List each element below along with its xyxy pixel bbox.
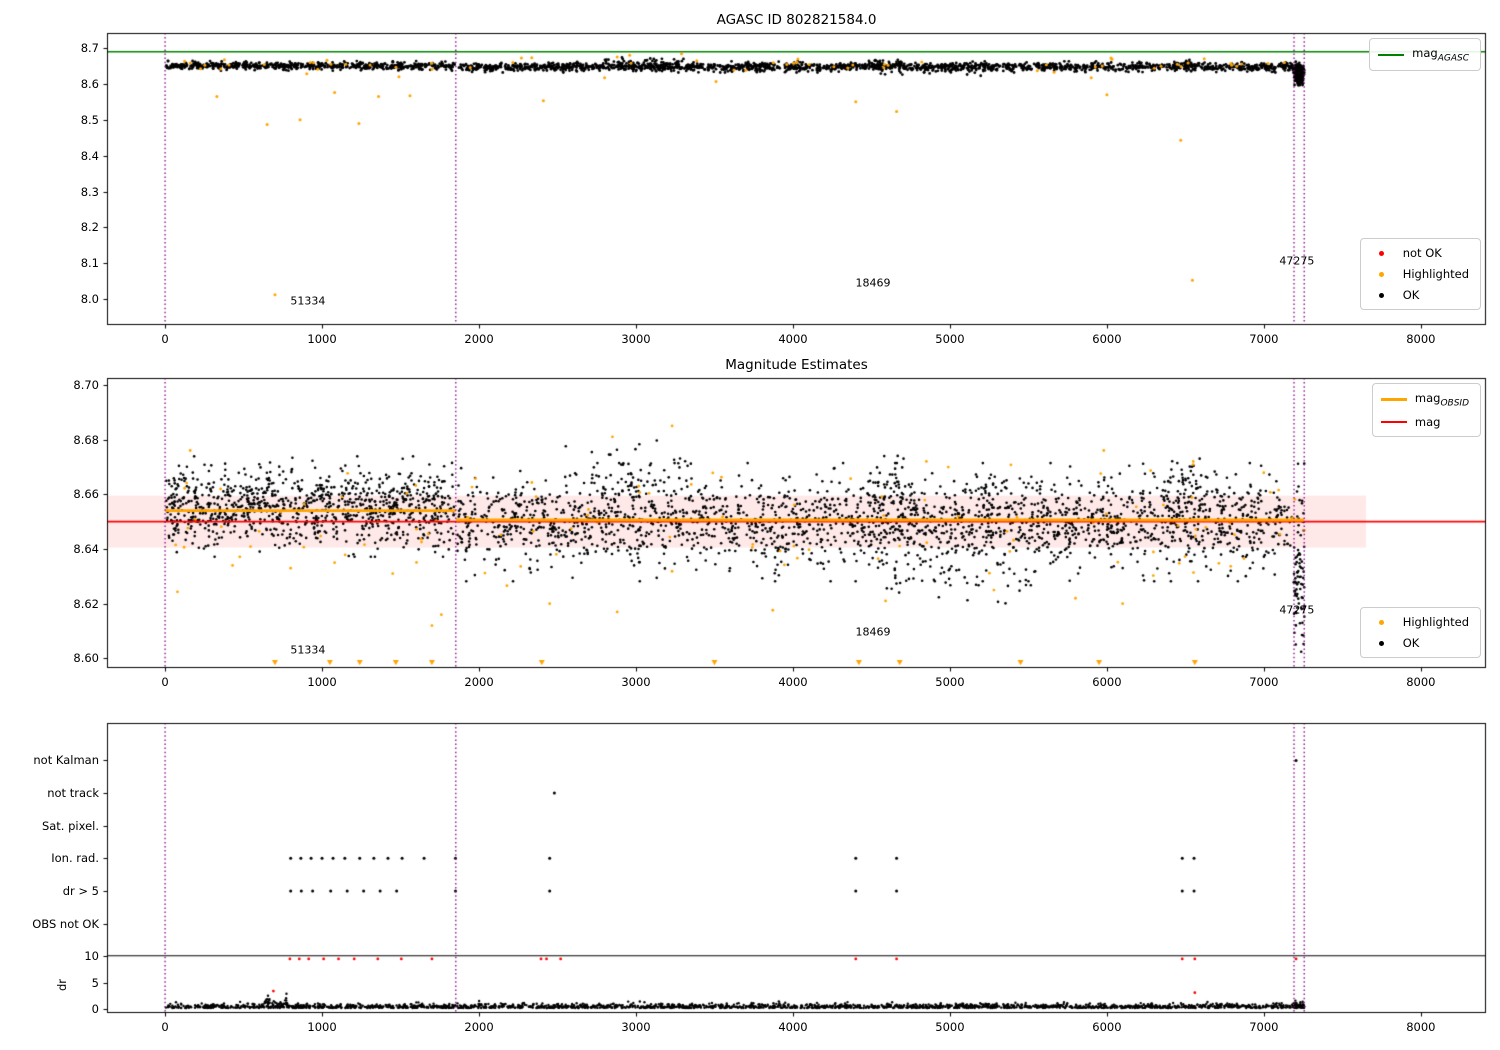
legend-handle: [1369, 640, 1395, 646]
legend-label: mag: [1414, 415, 1441, 430]
obsid-annotation: 47275: [1279, 254, 1315, 268]
y-tick-label: 8.4: [80, 148, 99, 163]
x-tick-label: 6000: [1092, 332, 1122, 346]
legend-handle: [1369, 250, 1395, 256]
y-tick-label: not track: [47, 786, 99, 801]
x-tick-label: 7000: [1249, 1020, 1279, 1034]
x-tick-label: 4000: [778, 675, 808, 689]
legend-handle: [1369, 271, 1395, 277]
y-tick-label: dr > 5: [62, 884, 99, 898]
legend-entry-ok: OK: [1369, 636, 1469, 650]
obsid-annotation: 18469: [855, 625, 891, 639]
y-tick-label: OBS not OK: [32, 916, 99, 931]
black-dot-marker-icon: [1379, 292, 1385, 298]
y-tick-label: 8.1: [80, 256, 99, 271]
legend-label: not OK: [1402, 246, 1442, 260]
legend-label: magOBSID: [1414, 391, 1469, 409]
legend-entry-ok: OK: [1369, 288, 1469, 302]
obsid-annotation: 47275: [1279, 603, 1315, 617]
legend-label: OK: [1402, 288, 1420, 302]
y-tick-label: 8.60: [73, 651, 99, 666]
y-tick-label: not Kalman: [33, 753, 99, 768]
legend-entry-highlighted: Highlighted: [1369, 267, 1469, 281]
y-tick-label: 8.6: [80, 76, 99, 91]
legend-label: Highlighted: [1402, 615, 1469, 629]
x-tick-label: 0: [161, 675, 169, 689]
plot1-title: AGASC ID 802821584.0: [716, 12, 877, 28]
x-tick-label: 3000: [621, 332, 651, 346]
plot3-y-axis-label: dr: [55, 978, 70, 992]
y-tick-label: 8.7: [80, 41, 99, 56]
obsid-annotation: 18469: [855, 276, 891, 290]
orange-dot-marker-icon: [1379, 619, 1385, 625]
x-tick-label: 5000: [935, 332, 965, 346]
orange-line-marker-icon: [1380, 398, 1407, 402]
y-tick-label: 10: [84, 948, 99, 963]
x-tick-label: 3000: [621, 675, 651, 689]
y-tick-label: 8.64: [73, 541, 99, 556]
y-tick-label: 8.2: [80, 220, 99, 235]
legend-entry-highlighted: Highlighted: [1369, 615, 1469, 629]
x-tick-label: 1000: [307, 332, 337, 346]
y-tick-label: 8.68: [73, 432, 99, 447]
red-line-marker-icon: [1380, 421, 1407, 424]
legend-point-classes-plot2: Highlighted OK: [1359, 607, 1481, 658]
x-tick-label: 8000: [1406, 675, 1436, 689]
plot2-title: Magnitude Estimates: [725, 357, 868, 373]
legend-handle: [1380, 421, 1407, 424]
x-tick-label: 4000: [778, 1020, 808, 1034]
legend-handle: [1380, 398, 1407, 402]
x-tick-label: 1000: [307, 1020, 337, 1034]
x-tick-label: 8000: [1406, 1020, 1436, 1034]
x-tick-label: 7000: [1249, 675, 1279, 689]
x-tick-label: 1000: [307, 675, 337, 689]
y-tick-label: 8.3: [80, 184, 99, 199]
x-tick-label: 8000: [1406, 332, 1436, 346]
x-tick-label: 2000: [464, 1020, 494, 1034]
legend-handle: [1369, 619, 1395, 625]
legend-label: magAGASC: [1412, 46, 1469, 64]
x-tick-label: 2000: [464, 675, 494, 689]
x-tick-label: 2000: [464, 332, 494, 346]
y-tick-label: Ion. rad.: [51, 851, 99, 866]
x-tick-label: 3000: [621, 1020, 651, 1034]
black-dot-marker-icon: [1379, 640, 1385, 646]
legend-label: OK: [1402, 636, 1420, 650]
legend-mag-lines-plot2: magOBSID mag: [1371, 383, 1481, 438]
legend-label: Highlighted: [1402, 267, 1469, 281]
legend-point-classes-plot1: not OK Highlighted OK: [1359, 238, 1481, 310]
y-tick-label: 8.5: [80, 112, 99, 127]
obsid-annotation: 51334: [290, 643, 326, 657]
legend-mag-agasc: magAGASC: [1369, 38, 1481, 72]
y-tick-label: 8.66: [73, 487, 99, 502]
legend-entry-mag: mag: [1380, 415, 1469, 430]
x-tick-label: 6000: [1092, 675, 1122, 689]
y-tick-label: 8.70: [73, 377, 99, 392]
obsid-annotation: 51334: [290, 294, 326, 308]
y-tick-label: 8.62: [73, 596, 99, 611]
x-tick-label: 5000: [935, 675, 965, 689]
y-tick-label: 8.0: [80, 292, 99, 307]
x-tick-label: 0: [161, 332, 169, 346]
green-line-marker-icon: [1378, 53, 1405, 56]
legend-entry-not-ok: not OK: [1369, 246, 1469, 260]
x-tick-label: 0: [161, 1020, 169, 1034]
legend-handle: [1369, 292, 1395, 298]
legend-entry-mag-obsid: magOBSID: [1380, 391, 1469, 409]
y-tick-label: Sat. pixel.: [41, 818, 99, 833]
x-tick-label: 7000: [1249, 332, 1279, 346]
x-tick-label: 6000: [1092, 1020, 1122, 1034]
legend-handle: [1378, 53, 1405, 56]
y-tick-label: 5: [91, 975, 99, 990]
y-tick-label: 0: [91, 1002, 99, 1017]
x-tick-label: 5000: [935, 1020, 965, 1034]
x-tick-label: 4000: [778, 332, 808, 346]
legend-entry-mag-agasc: magAGASC: [1378, 46, 1469, 63]
red-dot-marker-icon: [1379, 250, 1385, 256]
orange-dot-marker-icon: [1379, 271, 1385, 277]
